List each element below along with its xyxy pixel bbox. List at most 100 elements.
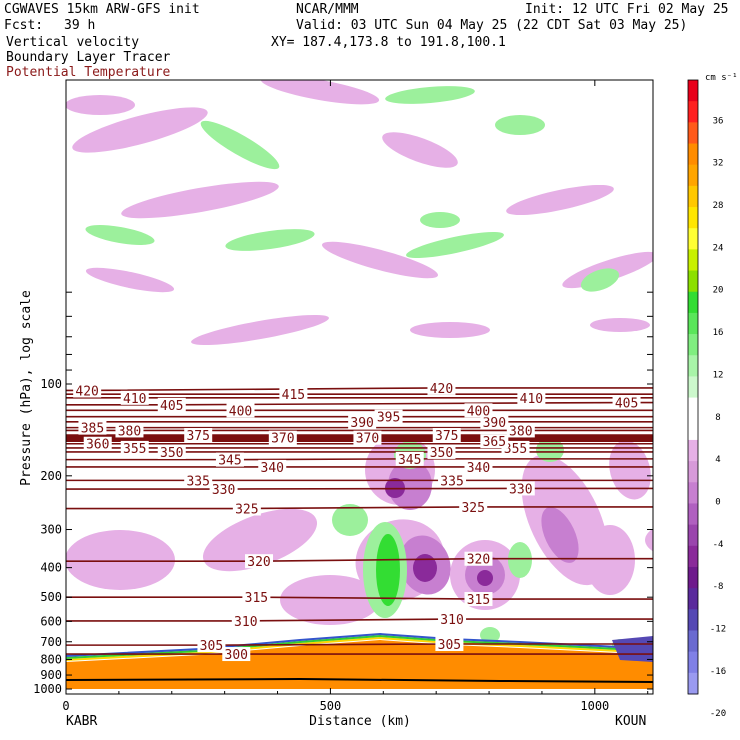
- theta-label-bg-325: [459, 499, 488, 514]
- theta-label-bg-405: [157, 397, 186, 412]
- y-tick-label-500: 500: [40, 590, 62, 604]
- cross-section-coords: XY= 187.4,173.8 to 191.8,100.1: [271, 35, 506, 50]
- theta-label-350: 350: [430, 446, 453, 461]
- colorbar-tick-16: 16: [713, 328, 724, 338]
- y-tick-label-1000: 1000: [33, 682, 62, 696]
- theta-label-375: 375: [435, 429, 458, 444]
- theta-label-310: 310: [440, 613, 463, 628]
- theta-line-320: [66, 557, 653, 562]
- w-blob-36: [585, 525, 635, 595]
- w-blob-0: [72, 107, 208, 153]
- w-blob-1: [260, 80, 380, 105]
- theta-label-375: 375: [186, 429, 209, 444]
- theta-line-325: [66, 506, 653, 510]
- theta-label-405: 405: [160, 399, 183, 414]
- x-axis: 0 500 1000: [62, 80, 649, 713]
- theta-label-bg-375: [432, 428, 461, 443]
- theta-label-bg-370: [268, 430, 297, 445]
- x-tick-label-0: 0: [62, 699, 69, 713]
- y-tick-label-700: 700: [40, 635, 62, 649]
- y-axis-title: Pressure (hPa), log scale: [19, 290, 34, 486]
- theta-label-395: 395: [377, 411, 400, 426]
- theta-label-bg-330: [506, 481, 535, 496]
- theta-label-bg-325: [232, 501, 261, 516]
- theta-label-300: 300: [225, 648, 248, 663]
- boundary-layer-tracer: [66, 632, 653, 689]
- theta-label-315: 315: [467, 593, 490, 608]
- w-blob-18: [420, 212, 460, 228]
- theta-label-bg-335: [438, 473, 467, 488]
- theta-label-bg-420: [427, 380, 456, 395]
- theta-label-bg-390: [480, 414, 509, 429]
- theta-label-bg-395: [374, 409, 403, 424]
- theta-label-bg-390: [348, 414, 377, 429]
- w-blob-30: [541, 507, 579, 563]
- x-tick-label-500: 500: [320, 699, 342, 713]
- colorbar-swatch-3: [688, 143, 698, 166]
- y-tick-label-900: 900: [40, 668, 62, 682]
- w-blob-4: [121, 181, 279, 219]
- theta-label-390: 390: [483, 416, 506, 431]
- w-blob-31: [66, 530, 175, 590]
- theta-label-320: 320: [247, 555, 270, 570]
- theta-label-bg-400: [464, 403, 493, 418]
- w-blob-38: [376, 534, 400, 606]
- colorbar-tick-8: 8: [715, 413, 720, 423]
- theta-line-420: [66, 387, 653, 392]
- theta-label-bg-300: [222, 647, 251, 662]
- theta-label-400: 400: [467, 404, 490, 419]
- theta-label-315: 315: [245, 591, 268, 606]
- colorbar-swatch-19: [688, 482, 698, 504]
- w-blob-9: [410, 322, 490, 338]
- theta-label-bg-340: [464, 459, 493, 474]
- y-tick-label-200: 200: [40, 469, 62, 483]
- theta-label-bg-380: [115, 423, 144, 438]
- theta-label-345: 345: [218, 454, 241, 469]
- colorbar-swatch-25: [688, 609, 698, 631]
- y-tick-label-600: 600: [40, 614, 62, 628]
- y-tick-label-400: 400: [40, 561, 62, 575]
- theta-label-bg-410: [517, 390, 546, 405]
- colorbar-tick--16: -16: [710, 667, 726, 677]
- w-blob-11: [66, 95, 135, 115]
- w-blob-41: [508, 542, 532, 578]
- theta-label-380: 380: [509, 424, 532, 439]
- theta-label-400: 400: [229, 404, 252, 419]
- colorbar-swatch-21: [688, 524, 698, 547]
- theta-line-345: [66, 458, 653, 461]
- theta-label-bg-350: [427, 444, 456, 459]
- theta-label-380: 380: [118, 424, 141, 439]
- colorbar-swatch-12: [688, 334, 698, 356]
- colorbar-swatch-5: [688, 185, 698, 208]
- theta-label-335: 335: [440, 474, 463, 489]
- tracer-orange: [66, 640, 653, 689]
- colorbar-tick-12: 12: [713, 370, 724, 380]
- colorbar-swatch-4: [688, 164, 698, 187]
- theta-label-370: 370: [271, 432, 294, 447]
- w-blob-8: [191, 314, 329, 346]
- theta-label-305: 305: [438, 638, 461, 653]
- theta-label-335: 335: [186, 474, 209, 489]
- theta-label-bg-355: [501, 440, 530, 455]
- theta-label-340: 340: [467, 461, 490, 476]
- colorbar-tick-32: 32: [713, 159, 724, 169]
- theta-label-325: 325: [235, 503, 258, 518]
- w-blob-10: [590, 318, 650, 332]
- theta-label-bg-315: [242, 590, 271, 605]
- colorbar-swatch-1: [688, 101, 698, 123]
- theta-line-330: [66, 487, 653, 490]
- w-blob-43: [480, 627, 500, 643]
- colorbar-swatch-9: [688, 270, 698, 293]
- colorbar-tick-20: 20: [713, 286, 724, 296]
- theta-label-bg-370: [353, 430, 382, 445]
- colorbar-tick--8: -8: [713, 582, 724, 592]
- theta-line-305: [66, 643, 653, 646]
- colorbar-tick-24: 24: [713, 243, 724, 253]
- theta-label-330: 330: [212, 483, 235, 498]
- colorbar-swatch-27: [688, 651, 698, 674]
- theta-label-360: 360: [86, 438, 109, 453]
- theta-label-390: 390: [350, 416, 373, 431]
- colorbar-swatch-13: [688, 355, 698, 377]
